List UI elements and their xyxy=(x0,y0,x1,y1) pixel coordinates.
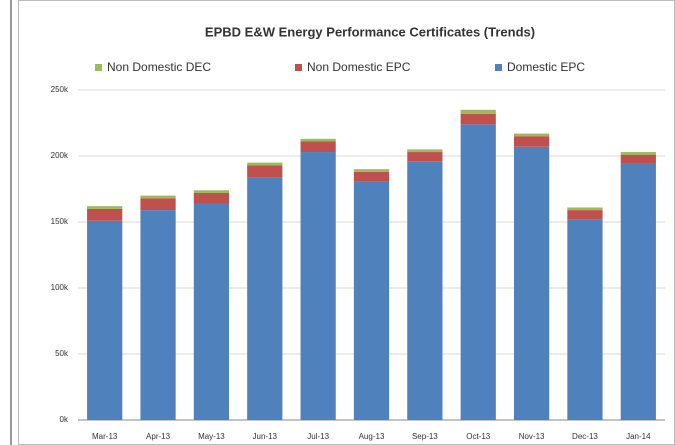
bar-segment xyxy=(193,203,230,420)
y-tick-label: 100k xyxy=(51,283,69,292)
legend-swatch xyxy=(295,64,302,71)
bar-segment xyxy=(460,113,496,125)
bar-segment xyxy=(567,219,603,420)
bar-segment xyxy=(460,124,496,420)
bar-segment xyxy=(247,177,283,420)
bar-segment xyxy=(193,190,230,193)
bar-segment xyxy=(247,165,283,178)
bar-segment xyxy=(87,220,123,420)
bar-segment xyxy=(407,152,443,162)
bar-segment xyxy=(513,136,550,147)
bar-segment xyxy=(567,207,603,211)
bar-segment xyxy=(140,198,176,211)
x-tick-label: Mar-13 xyxy=(92,432,118,441)
bar-segment xyxy=(193,192,230,204)
bar-segment xyxy=(353,181,390,420)
bar-segment xyxy=(407,161,443,420)
bar-segment xyxy=(513,133,550,137)
legend-label: Non Domestic EPC xyxy=(307,60,411,74)
legend-label: Domestic EPC xyxy=(507,60,585,74)
x-tick-label: Jul-13 xyxy=(307,432,329,441)
bar-segment xyxy=(300,141,336,153)
legend-swatch xyxy=(95,64,102,71)
y-tick-label: 150k xyxy=(51,217,69,226)
bar-segment xyxy=(300,152,336,421)
bar-segment xyxy=(353,169,390,172)
legend-label: Non Domestic DEC xyxy=(107,60,211,74)
bar-segment xyxy=(140,195,176,199)
bar-segment xyxy=(407,149,443,153)
bar-segment xyxy=(460,109,496,114)
bar-segment xyxy=(567,210,603,220)
y-tick-label: 50k xyxy=(55,349,69,358)
bar-segment xyxy=(87,206,123,209)
x-tick-label: Nov-13 xyxy=(519,432,545,441)
bar-segment xyxy=(620,152,656,155)
bar-segment xyxy=(140,210,176,420)
x-tick-label: Jan-14 xyxy=(626,432,651,441)
chart-title: EPBD E&W Energy Performance Certificates… xyxy=(205,24,535,39)
y-tick-label: 250k xyxy=(51,85,69,94)
x-tick-label: Aug-13 xyxy=(359,432,385,441)
x-tick-label: Dec-13 xyxy=(572,432,598,441)
x-tick-label: Oct-13 xyxy=(466,432,491,441)
x-tick-label: Sep-13 xyxy=(412,432,438,441)
x-tick-label: May-13 xyxy=(198,432,225,441)
bar-segment xyxy=(620,154,656,164)
bar-segment xyxy=(300,138,336,142)
y-tick-label: 0k xyxy=(60,415,69,424)
x-tick-label: Jun-13 xyxy=(253,432,278,441)
legend-swatch xyxy=(495,64,502,71)
y-tick-label: 200k xyxy=(51,151,69,160)
bar-segment xyxy=(513,146,550,420)
bar-segment xyxy=(87,208,123,221)
bar-segment xyxy=(247,162,283,166)
x-tick-label: Apr-13 xyxy=(146,432,171,441)
bar-segment xyxy=(353,171,390,182)
bar-segment xyxy=(620,163,656,421)
